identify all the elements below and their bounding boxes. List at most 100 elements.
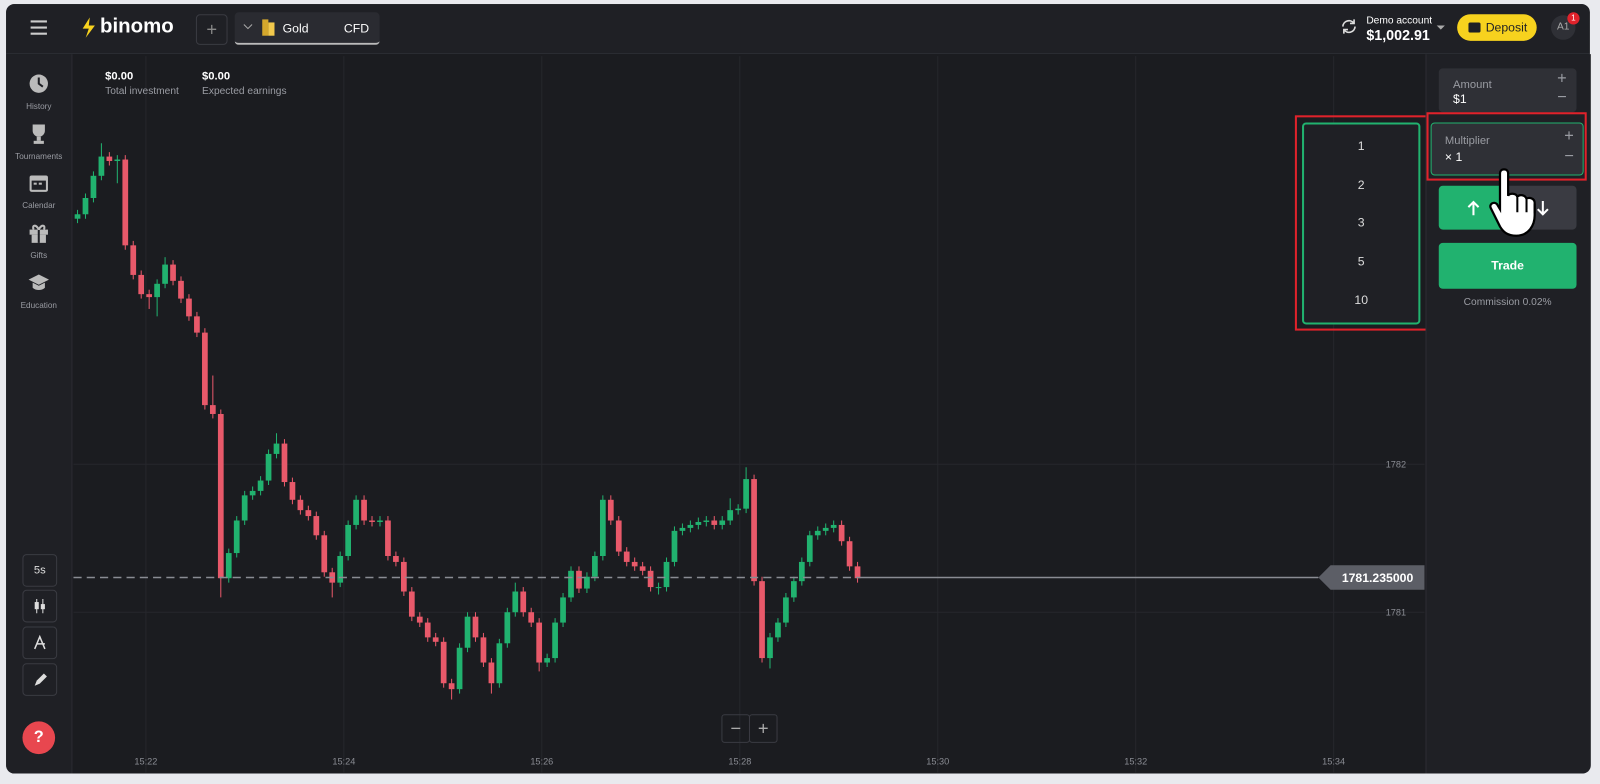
indicators-button[interactable] [22,626,58,660]
candle-body [361,499,367,521]
asset-selector[interactable]: Gold CFD [234,12,380,45]
multiplier-field[interactable]: Multiplier × 1 + − [1430,122,1584,176]
multiplier-label: Multiplier [1444,134,1490,147]
sidebar-item[interactable]: History [26,102,52,112]
add-asset[interactable]: + [195,14,228,45]
candle-body [791,581,797,598]
candle-body [146,294,153,298]
amount-field[interactable]: Amount $1 + − [1438,68,1577,113]
sidebar-icon[interactable] [28,271,50,293]
chart-type-button[interactable] [22,589,58,623]
account-label: Demo account [1366,15,1433,27]
sidebar-icon[interactable] [28,72,50,94]
asset-name: Gold [282,21,309,36]
candle-body [480,637,487,663]
trade-button[interactable]: Trade [1438,242,1577,289]
candle-body [528,612,535,623]
menu-button[interactable] [29,18,49,36]
candle-body [711,520,718,525]
multiplier-option[interactable]: 1 [1357,138,1365,154]
candle-body [154,283,160,298]
candle-body [281,443,288,483]
sidebar-icon[interactable] [28,172,50,194]
candle-body [464,616,471,648]
help-button[interactable]: ? [22,721,56,755]
candle-body [671,530,678,562]
candle-body [496,643,503,684]
candle-body [369,520,375,522]
expected-earnings-label: Expected earnings [202,85,287,97]
candle-body [568,570,574,598]
multiplier-option[interactable]: 10 [1354,292,1369,307]
x-tick-label: 15:22 [134,756,157,766]
deposit-button[interactable]: Deposit [1457,14,1537,41]
candle-body [647,570,654,588]
candle-body [512,591,519,613]
multiplier-option[interactable]: 3 [1357,215,1365,230]
amount-label: Amount [1453,78,1492,91]
sidebar-item[interactable]: Education [20,300,57,310]
x-tick-label: 15:26 [530,756,553,766]
candle-body [249,490,256,496]
amount-minus[interactable]: − [1557,88,1567,107]
candle-body [440,641,447,684]
candle-body [783,597,789,623]
candle-body [488,662,495,684]
sidebar-item[interactable]: Gifts [30,251,48,261]
candle-body [584,576,590,589]
candle-body [209,405,216,414]
candle-body [623,551,630,562]
candle-body [544,658,550,663]
candle-body [393,556,399,562]
grid [73,56,1425,773]
sidebar-icon[interactable] [28,122,50,144]
timeframe-button[interactable]: 5s [22,554,58,587]
multiplier-option[interactable]: 2 [1357,177,1365,192]
candle-body [552,622,558,659]
candle-body [401,561,407,592]
sidebar-item[interactable]: Tournaments [15,151,63,161]
candle-body [424,622,431,638]
sidebar-item[interactable]: Calendar [22,201,56,211]
candle-body [822,527,829,531]
switch-account[interactable] [1340,17,1358,35]
zoom-out[interactable]: − [721,714,750,743]
candle-body [520,591,527,613]
logo-icon [82,17,95,38]
cursor [1489,168,1536,237]
price-label: 1781.235000 [1342,571,1414,585]
candle-body [727,510,734,521]
candle-body [225,553,232,579]
candle-body [703,520,710,522]
candle-body [639,566,646,571]
candle-body [854,566,861,579]
candle-body [456,647,463,690]
candle-body [186,298,192,317]
candles [74,143,861,700]
candle-body [599,499,606,557]
zoom-in[interactable]: + [748,714,778,743]
sidebar-icon[interactable] [28,222,50,244]
deposit-label: Deposit [1485,20,1528,35]
drawing-button[interactable] [22,663,58,696]
candle-body [631,561,638,567]
candle-body [695,521,702,525]
commission: Commission 0.02% [1463,296,1552,309]
logo: binomo [99,15,174,38]
candle-body [814,530,821,536]
candle-body [416,616,423,623]
asset-type: CFD [343,21,370,36]
candle-body [377,520,383,522]
multiplier: × 1 [1444,149,1463,165]
candle-body [751,479,757,582]
total-investment-label: Total investment [105,85,179,97]
x-tick-label: 15:30 [926,756,949,766]
account-caret[interactable] [1436,24,1446,30]
multiplier-option[interactable]: 5 [1357,254,1365,269]
balance: $1,002.91 [1366,26,1430,43]
amount-plus[interactable]: + [1557,70,1567,88]
multiplier-minus[interactable]: − [1564,147,1574,166]
candle-body [735,508,742,511]
multiplier-plus[interactable]: + [1564,127,1574,145]
